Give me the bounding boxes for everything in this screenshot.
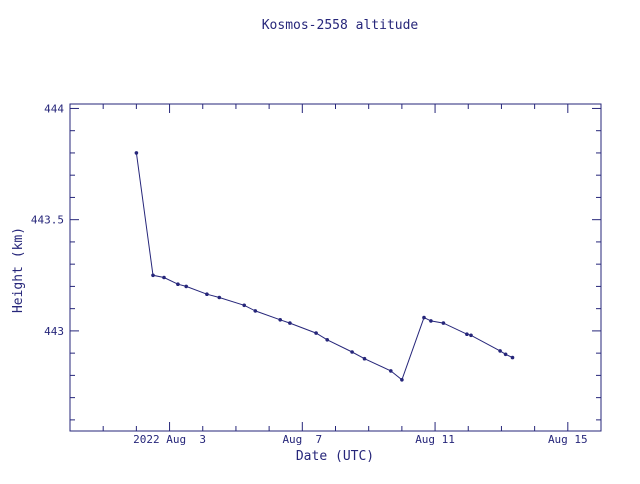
data-point [422, 315, 426, 320]
data-point [400, 378, 404, 382]
data-point [429, 319, 433, 323]
data-point [325, 338, 330, 342]
data-point [498, 349, 502, 353]
axis-ticks [70, 104, 602, 431]
y-tick-label: 444 [44, 102, 64, 115]
x-tick-label: 2022 Aug 3 [133, 433, 206, 446]
y-tick-label: 443 [44, 325, 64, 338]
data-point [503, 352, 508, 357]
data-point [253, 309, 258, 313]
data-point [278, 318, 283, 322]
data-point [134, 151, 139, 155]
data-point [151, 273, 155, 278]
data-point [469, 333, 473, 338]
y-axis-label: Height (km) [11, 227, 26, 313]
x-tick-label: Aug 15 [548, 433, 588, 446]
data-point [510, 355, 515, 360]
data-point [314, 331, 318, 335]
plot-area [69, 103, 602, 432]
data-point [350, 350, 354, 354]
data-point [389, 369, 393, 373]
x-tick-label: Aug 11 [415, 433, 455, 446]
x-axis-label: Date (UTC) [296, 449, 374, 464]
data-point [184, 284, 188, 289]
tick-labels: 2022 Aug 3 Aug 7 Aug 11 Aug 15 443 443.5 444 [31, 102, 588, 446]
data-point [465, 332, 469, 337]
data-point [362, 356, 367, 361]
data-point [217, 295, 222, 300]
y-tick-label: 443.5 [31, 214, 64, 227]
series-line [135, 152, 513, 381]
data-point [162, 275, 166, 280]
x-tick-label: Aug 7 [282, 433, 322, 446]
chart-title: Kosmos-2558 altitude [262, 18, 419, 33]
data-point [205, 292, 209, 297]
data-points [134, 151, 515, 382]
data-point [288, 321, 292, 325]
data-point [176, 282, 180, 287]
data-point [441, 321, 446, 325]
data-point [242, 303, 246, 308]
